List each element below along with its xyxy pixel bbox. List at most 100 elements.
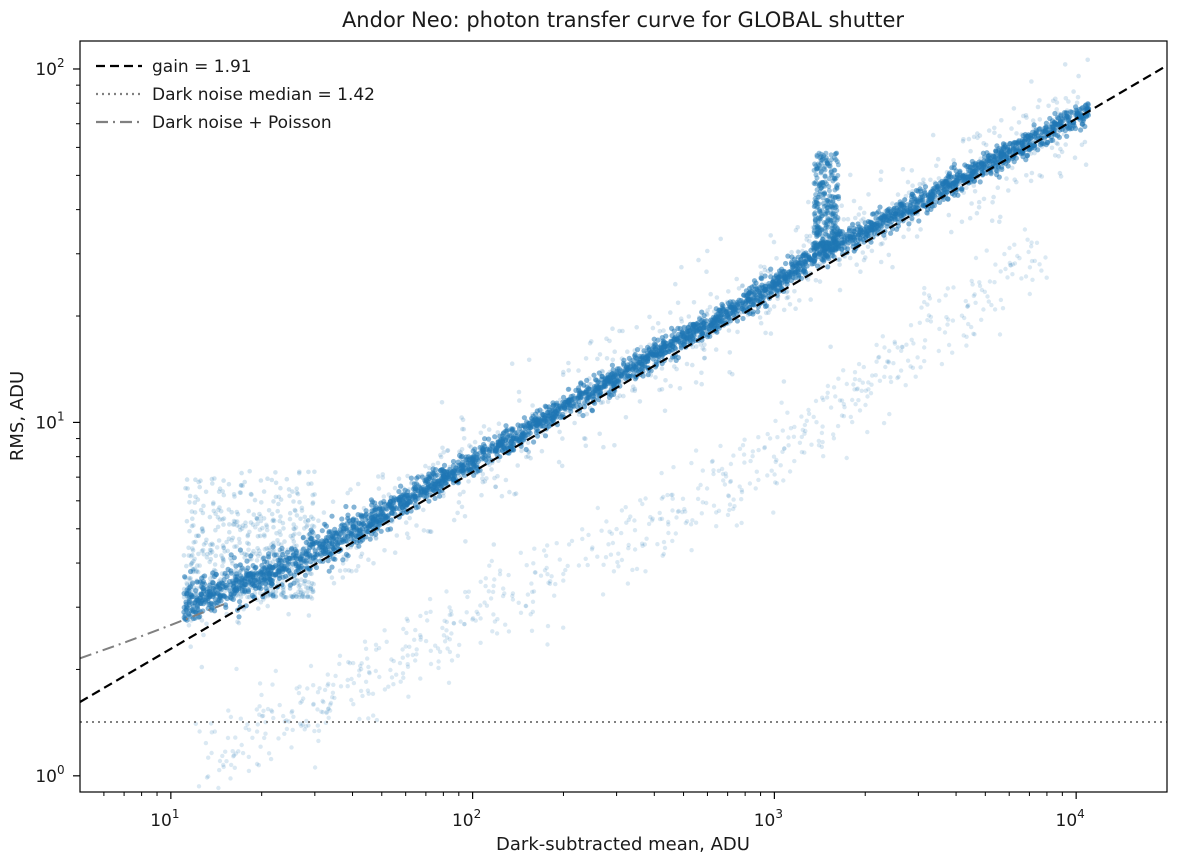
- scatter-point: [1055, 141, 1060, 147]
- scatter-point: [875, 209, 881, 215]
- scatter-point: [401, 626, 406, 632]
- scatter-point: [377, 674, 382, 680]
- scatter-point: [750, 449, 755, 454]
- scatter-point: [892, 341, 898, 346]
- scatter-point: [610, 540, 616, 546]
- scatter-point: [481, 441, 487, 448]
- scatter-point: [358, 666, 364, 672]
- scatter-point: [765, 473, 770, 478]
- scatter-point: [195, 497, 201, 502]
- scatter-point: [852, 370, 858, 375]
- scatter-point: [696, 257, 701, 263]
- scatter-point: [854, 262, 859, 268]
- scatter-point: [922, 338, 928, 343]
- scatter-point: [964, 334, 969, 339]
- scatter-point: [762, 264, 767, 270]
- scatter-point: [204, 621, 209, 627]
- scatter-point: [850, 419, 855, 425]
- scatter-point: [208, 556, 214, 562]
- scatter-point: [935, 183, 941, 189]
- scatter-point: [787, 469, 793, 474]
- scatter-point: [258, 518, 264, 524]
- scatter-point: [386, 501, 392, 507]
- scatter-point: [265, 593, 271, 599]
- scatter-point: [731, 506, 736, 512]
- scatter-point: [482, 479, 488, 484]
- scatter-point: [260, 525, 265, 531]
- scatter-point: [229, 538, 234, 543]
- scatter-point: [419, 474, 425, 480]
- scatter-point: [307, 531, 313, 537]
- scatter-point: [616, 551, 621, 556]
- scatter-point: [445, 646, 450, 651]
- scatter-point: [773, 480, 778, 485]
- scatter-point: [721, 478, 726, 483]
- scatter-point: [542, 568, 548, 573]
- scatter-point: [919, 194, 926, 200]
- scatter-point: [279, 592, 284, 598]
- scatter-point: [647, 314, 652, 320]
- scatter-point: [726, 494, 731, 499]
- scatter-point: [264, 527, 270, 533]
- scatter-point: [310, 492, 316, 498]
- scatter-point: [252, 497, 258, 503]
- scatter-point: [245, 594, 250, 600]
- scatter-point: [632, 547, 638, 552]
- scatter-point: [470, 616, 476, 621]
- scatter-point: [276, 575, 282, 582]
- scatter-point: [895, 192, 901, 197]
- scatter-point: [262, 547, 268, 552]
- scatter-point: [708, 291, 713, 297]
- scatter-point: [1008, 263, 1013, 268]
- scatter-point: [680, 496, 686, 501]
- scatter-point: [618, 368, 625, 374]
- scatter-point: [198, 507, 204, 513]
- scatter-point: [878, 259, 884, 265]
- scatter-point: [640, 543, 645, 548]
- scatter-point: [813, 278, 819, 283]
- scatter-point: [189, 523, 195, 529]
- scatter-point: [270, 518, 276, 524]
- scatter-point: [966, 136, 972, 142]
- scatter-point: [545, 543, 550, 548]
- scatter-point: [931, 203, 937, 209]
- scatter-point: [227, 582, 233, 588]
- scatter-point: [246, 754, 251, 760]
- scatter-point: [320, 698, 325, 704]
- scatter-point: [783, 260, 789, 267]
- scatter-point: [261, 489, 267, 494]
- scatter-point: [305, 589, 310, 594]
- scatter-point: [294, 686, 299, 691]
- scatter-point: [816, 443, 822, 448]
- scatter-point: [465, 594, 470, 600]
- scatter-point: [239, 470, 244, 476]
- scatter-point: [213, 527, 218, 533]
- scatter-point: [242, 551, 247, 557]
- scatter-point: [880, 241, 885, 246]
- scatter-point: [366, 670, 372, 675]
- scatter-point: [226, 507, 232, 512]
- scatter-point: [516, 389, 522, 395]
- scatter-point: [739, 489, 745, 495]
- scatter-point: [1043, 120, 1049, 126]
- scatter-point: [1023, 274, 1029, 279]
- scatter-point: [620, 328, 625, 334]
- scatter-point: [216, 785, 221, 791]
- scatter-point: [269, 709, 275, 714]
- scatter-point: [975, 135, 980, 141]
- scatter-point: [601, 562, 606, 567]
- scatter-point: [567, 402, 573, 408]
- scatter-point: [264, 522, 269, 528]
- scatter-point: [221, 545, 227, 550]
- scatter-point: [236, 620, 242, 626]
- scatter-point: [493, 484, 499, 490]
- scatter-point: [220, 581, 226, 587]
- scatter-point: [650, 325, 656, 331]
- scatter-point: [607, 529, 612, 534]
- scatter-point: [835, 423, 841, 429]
- scatter-point: [264, 559, 270, 565]
- scatter-point: [781, 307, 787, 313]
- scatter-point: [714, 295, 720, 300]
- scatter-point: [753, 486, 758, 491]
